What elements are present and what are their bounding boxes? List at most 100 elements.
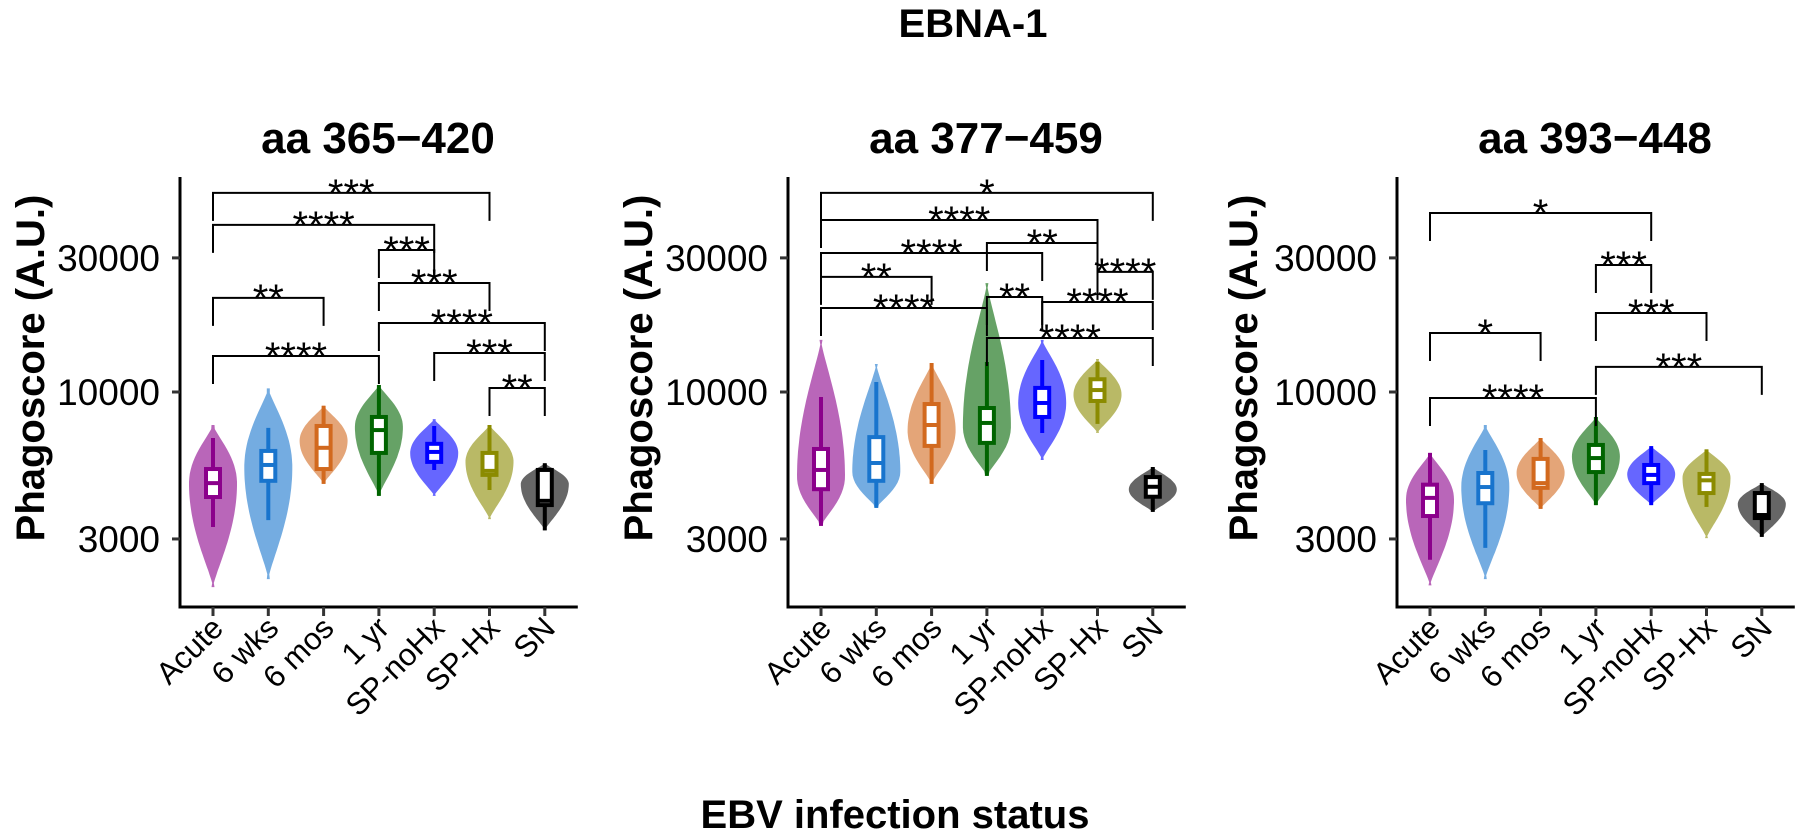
bracket-line [985, 241, 1099, 271]
significance-bracket: *** [433, 332, 546, 382]
x-tick-label: SN [507, 610, 562, 665]
significance-bracket: **** [377, 302, 546, 351]
significance-bracket: ** [985, 276, 1044, 325]
significance-bracket: * [1429, 192, 1653, 241]
panel-title: aa 393−448 [1478, 114, 1712, 163]
significance-label: *** [411, 262, 458, 306]
y-tick-label: 30000 [57, 238, 160, 279]
significance-label: *** [383, 229, 430, 273]
bracket-line [820, 306, 988, 336]
y-tick-label: 10000 [1274, 372, 1377, 413]
violin-1-yr [962, 283, 1011, 476]
significance-bracket: **** [820, 287, 988, 336]
significance-label: *** [1628, 292, 1675, 336]
y-tick-label: 3000 [686, 519, 768, 560]
violin-sn [1128, 466, 1177, 512]
significance-bracket: * [820, 172, 1154, 221]
bracket-line [985, 336, 1154, 366]
significance-bracket: * [1429, 312, 1542, 361]
violin-6-wks [1461, 425, 1510, 580]
bracket-line [212, 223, 436, 253]
violin-6-wks [852, 364, 901, 508]
significance-label: **** [1039, 317, 1101, 361]
significance-bracket: ** [212, 277, 325, 326]
violin-acute [1406, 452, 1454, 586]
significance-bracket: *** [1594, 244, 1653, 293]
significance-bracket: *** [377, 229, 436, 279]
significance-label: **** [1066, 281, 1128, 325]
y-axis-label: Phagoscore (A.U.) [1222, 195, 1266, 542]
significance-label: **** [431, 302, 493, 346]
significance-label: **** [928, 199, 990, 243]
panel-title: aa 377−459 [869, 114, 1103, 163]
significance-bracket: *** [377, 262, 491, 311]
bracket-line [820, 218, 1099, 248]
violin-sp-hx [1682, 449, 1731, 539]
violin-6-mos [299, 405, 348, 484]
significance-label: * [979, 172, 995, 216]
y-tick-label: 10000 [57, 372, 160, 413]
figure-title: EBNA-1 [899, 2, 1048, 46]
significance-label: ** [999, 276, 1030, 320]
bracket-line [377, 281, 491, 311]
panel-1: aa 365−420 Phagoscore (A.U.) 3000 10000 3000… [9, 114, 578, 723]
significance-bracket: *** [1594, 346, 1763, 395]
violin-sn [1737, 483, 1786, 537]
significance-label: **** [900, 232, 962, 276]
significance-label: *** [1600, 244, 1647, 288]
violin-sp-nohx [1018, 339, 1067, 460]
y-tick-label: 3000 [78, 519, 160, 560]
bracket-line [1594, 365, 1763, 395]
x-tick-label: SN [1724, 610, 1779, 665]
significance-bracket: **** [212, 204, 436, 253]
box [535, 467, 554, 508]
significance-label: *** [328, 172, 375, 216]
significance-label: ** [253, 277, 284, 321]
bracket-line [377, 249, 436, 279]
significance-bracket: **** [1094, 251, 1156, 300]
y-axis-label: Phagoscore (A.U.) [9, 195, 53, 542]
significance-label: ** [861, 256, 892, 300]
bracket-line [377, 321, 546, 351]
significance-label: * [1478, 312, 1494, 356]
x-tick-label: SN [1115, 610, 1170, 665]
y-tick-label: 3000 [1295, 519, 1377, 560]
violin-sn [520, 463, 569, 531]
bracket-line [212, 191, 491, 221]
significance-label: **** [1094, 251, 1156, 295]
box [977, 406, 996, 445]
bracket-line [820, 252, 1044, 282]
significance-bracket: **** [212, 335, 380, 384]
y-tick-label: 30000 [1274, 238, 1377, 279]
y-tick-label: 30000 [665, 238, 768, 279]
violin-6-mos [1516, 437, 1565, 509]
bracket-line [1594, 263, 1653, 293]
box [1421, 482, 1439, 519]
significance-bracket: **** [820, 232, 1044, 282]
bracket-line [488, 387, 546, 417]
significance-bracket: **** [1429, 377, 1597, 426]
significance-label: ** [502, 367, 533, 411]
bracket-line [1096, 270, 1154, 300]
box [867, 435, 886, 483]
significance-label: **** [265, 335, 327, 379]
violin-acute [189, 425, 237, 588]
significance-bracket: *** [212, 172, 491, 221]
significance-bracket: **** [1041, 281, 1154, 331]
significance-bracket: ** [820, 256, 933, 305]
violin-1-yr [354, 384, 403, 496]
significance-bracket: **** [985, 317, 1154, 366]
bracket-line [1429, 396, 1597, 426]
bracket-line [1041, 301, 1154, 331]
panel-title: aa 365−420 [261, 114, 495, 163]
bracket-line [820, 191, 1154, 221]
panel-3: aa 393−448 Phagoscore (A.U.) 3000 10000 3000… [1222, 114, 1795, 723]
significance-label: *** [1655, 346, 1702, 390]
significance-label: **** [873, 287, 935, 331]
bracket-line [433, 352, 546, 382]
violin-acute [797, 339, 845, 526]
significance-bracket: *** [1594, 292, 1708, 342]
y-tick-label: 10000 [665, 372, 768, 413]
bracket-line [212, 354, 380, 384]
